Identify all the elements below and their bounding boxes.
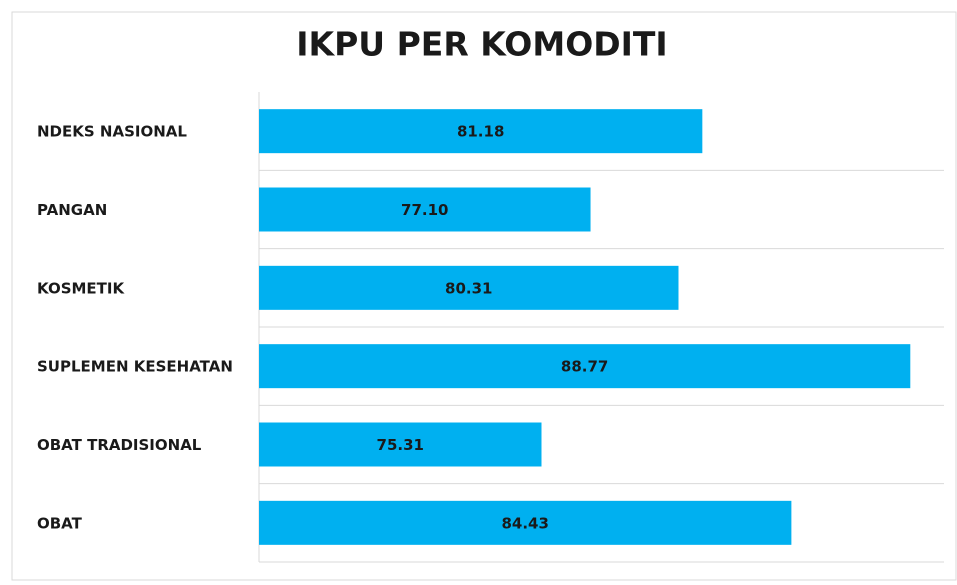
category-label: SUPLEMEN KESEHATAN xyxy=(37,358,233,376)
chart-title: IKPU PER KOMODITI xyxy=(296,25,667,64)
bar xyxy=(259,344,911,389)
category-label: PANGAN xyxy=(37,201,107,219)
data-label: 84.43 xyxy=(501,514,548,532)
bar xyxy=(259,422,542,467)
data-label: 77.10 xyxy=(401,201,448,219)
category-label: OBAT TRADISIONAL xyxy=(37,436,202,454)
bar xyxy=(259,265,679,310)
category-label: KOSMETIK xyxy=(37,279,125,297)
data-label: 88.77 xyxy=(561,358,608,376)
category-label: NDEKS NASIONAL xyxy=(37,123,187,141)
data-label: 75.31 xyxy=(377,436,424,454)
data-label: 80.31 xyxy=(445,279,492,297)
category-label: OBAT xyxy=(37,514,83,532)
bar xyxy=(259,500,792,545)
bar xyxy=(259,109,703,154)
chart-border xyxy=(11,11,957,581)
data-label: 81.18 xyxy=(457,123,504,141)
bar xyxy=(259,187,591,232)
